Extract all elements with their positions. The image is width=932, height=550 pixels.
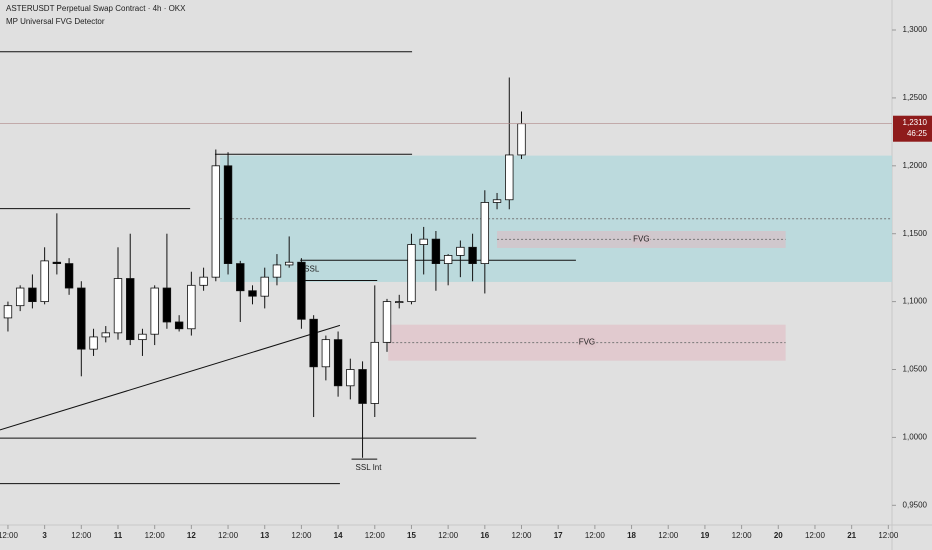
candle-body	[358, 369, 367, 404]
candle-body	[248, 290, 257, 297]
candle-body	[456, 246, 465, 256]
candle-body	[321, 339, 331, 368]
candle-body	[89, 336, 98, 350]
zone-label: FVG	[579, 338, 595, 347]
x-tick-label: 18	[627, 531, 636, 540]
candle-body	[505, 154, 514, 201]
candle-body	[126, 278, 135, 341]
candle-body	[199, 276, 208, 286]
x-tick-label: 20	[774, 531, 783, 540]
candle-body	[187, 284, 196, 330]
countdown: 46:25	[907, 129, 928, 138]
candle-body	[395, 301, 404, 304]
y-tick-label: 1,1000	[903, 297, 928, 306]
x-tick-label: 11	[114, 531, 123, 540]
x-tick-label: 12:00	[511, 531, 532, 540]
candle-body	[77, 287, 86, 350]
y-tick-label: 1,2000	[903, 161, 928, 170]
x-tick-label: 12:00	[585, 531, 606, 540]
x-tick-label: 12:00	[878, 531, 899, 540]
x-tick-label: 12:00	[365, 531, 386, 540]
candle-body	[346, 369, 355, 387]
zone-label: FVG	[633, 235, 649, 244]
x-tick-label: 12:00	[0, 531, 19, 540]
candle-body	[370, 341, 379, 404]
candle-body	[211, 165, 221, 278]
candle-body	[443, 255, 453, 264]
candle-body	[52, 261, 62, 264]
x-tick-label: 12:00	[218, 531, 239, 540]
x-tick-label: 12:00	[438, 531, 459, 540]
candle-body	[40, 260, 49, 303]
last-price-box	[893, 115, 932, 142]
x-tick-label: 12:00	[145, 531, 166, 540]
y-tick-label: 0,9500	[903, 500, 928, 509]
level-label: SSL Int	[356, 463, 383, 472]
last-price-label: 1,2310	[903, 118, 928, 127]
candle-body	[480, 202, 490, 264]
fvg-zone	[220, 155, 893, 282]
candle-body	[223, 165, 233, 264]
candle-body	[309, 318, 318, 368]
x-tick-label: 17	[554, 531, 563, 540]
y-tick-label: 1,0000	[903, 433, 928, 442]
candle-body	[419, 238, 428, 245]
x-tick-label: 16	[480, 531, 489, 540]
candle-body	[101, 332, 110, 338]
candle-body	[382, 301, 392, 343]
candle-body	[3, 305, 13, 319]
candle-body	[28, 287, 37, 303]
candle-body	[468, 246, 477, 264]
candle-body	[333, 339, 343, 387]
candle-body	[236, 263, 245, 292]
candle-body	[64, 263, 74, 289]
candle-body	[113, 278, 123, 334]
x-tick-label: 3	[42, 531, 47, 540]
x-tick-label: 21	[847, 531, 856, 540]
x-tick-label: 12:00	[805, 531, 826, 540]
x-tick-label: 14	[334, 531, 343, 540]
candle-body	[174, 321, 184, 330]
zone-label-bg	[577, 337, 596, 348]
candle-body	[492, 199, 502, 203]
x-tick-label: 12:00	[658, 531, 679, 540]
candle-body	[407, 244, 416, 303]
x-tick-label: 13	[260, 531, 269, 540]
x-tick-label: 12	[187, 531, 196, 540]
chart-title: ASTERUSDT Perpetual Swap Contract · 4h ·…	[6, 4, 186, 13]
candle-body	[15, 287, 25, 307]
x-tick-label: 15	[407, 531, 416, 540]
candle-body	[138, 333, 147, 341]
y-tick-label: 1,0500	[903, 365, 928, 374]
candle-body	[517, 123, 526, 156]
y-tick-label: 1,2500	[903, 93, 928, 102]
x-tick-label: 12:00	[732, 531, 753, 540]
level-label: SSL	[304, 264, 320, 273]
indicator-name: MP Universal FVG Detector	[6, 17, 105, 26]
candle-body	[150, 287, 159, 335]
x-tick-label: 12:00	[291, 531, 312, 540]
zone-label-bg	[632, 234, 651, 245]
candle-body	[431, 238, 441, 264]
candle-body	[284, 261, 294, 266]
candle-body	[260, 276, 269, 297]
trendline	[0, 324, 341, 431]
candle-body	[272, 264, 282, 278]
y-tick-label: 1,3000	[903, 25, 928, 34]
y-tick-label: 1,1500	[903, 229, 928, 238]
candle-body	[297, 261, 306, 320]
x-tick-label: 12:00	[71, 531, 92, 540]
x-tick-label: 19	[700, 531, 709, 540]
candle-body	[162, 287, 172, 323]
